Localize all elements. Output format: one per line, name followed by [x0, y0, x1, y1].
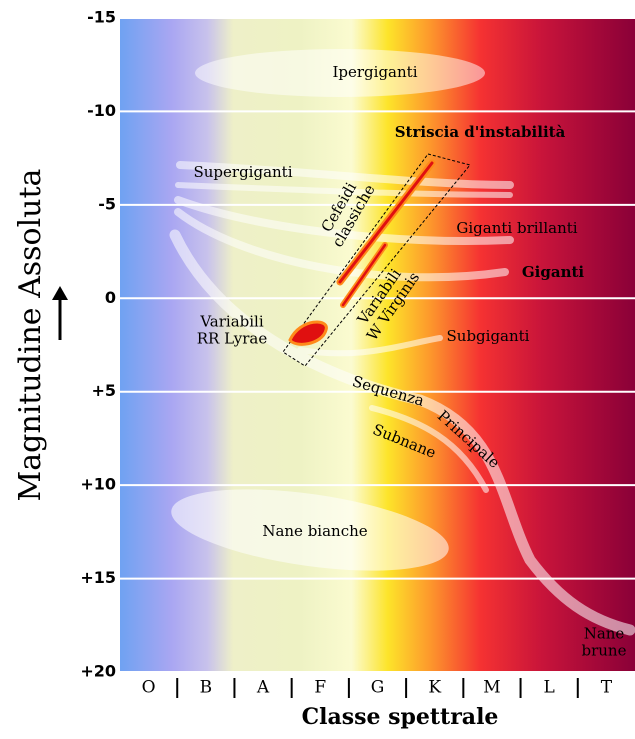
- y-tick-label: +20: [80, 662, 116, 681]
- region-label: Giganti brillanti: [456, 219, 577, 237]
- region-label: Ipergiganti: [332, 63, 417, 81]
- region-label: Supergiganti: [193, 163, 292, 181]
- y-tick-label: +5: [91, 381, 116, 400]
- y-tick-label: -15: [87, 8, 116, 27]
- y-tick-label: 0: [105, 288, 116, 307]
- y-tick-label: -5: [98, 194, 116, 213]
- region-label: Variabili: [199, 313, 264, 331]
- hr-diagram: Ipergiganti Striscia d'instabilità Supergi…: [0, 0, 635, 735]
- class-label: K: [428, 678, 441, 698]
- x-axis-label: Classe spettrale: [302, 704, 499, 730]
- class-label: L: [544, 678, 555, 698]
- region-label: Subgiganti: [447, 327, 530, 345]
- class-label: F: [314, 678, 326, 698]
- y-axis-label: Magnitudine Assoluta: [13, 168, 48, 501]
- region-label: Nane bianche: [262, 522, 367, 540]
- region-label: brune: [582, 642, 627, 660]
- class-label: G: [371, 678, 385, 698]
- region-label: Striscia d'instabilità: [395, 123, 566, 141]
- region-label: Nane: [584, 625, 625, 643]
- region-label: RR Lyrae: [197, 330, 268, 348]
- up-arrow-head: [52, 286, 68, 300]
- class-label: M: [483, 678, 500, 698]
- region-label: Giganti: [522, 263, 585, 281]
- y-tick-label: -10: [87, 101, 116, 120]
- class-label: O: [142, 678, 156, 698]
- y-tick-label: +15: [80, 568, 116, 587]
- class-label: B: [200, 678, 213, 698]
- y-tick-label: +10: [80, 475, 116, 494]
- page: {"axis": {"x_label": "Classe spettrale",…: [0, 0, 635, 735]
- class-label: A: [256, 678, 270, 698]
- class-label: T: [601, 678, 613, 698]
